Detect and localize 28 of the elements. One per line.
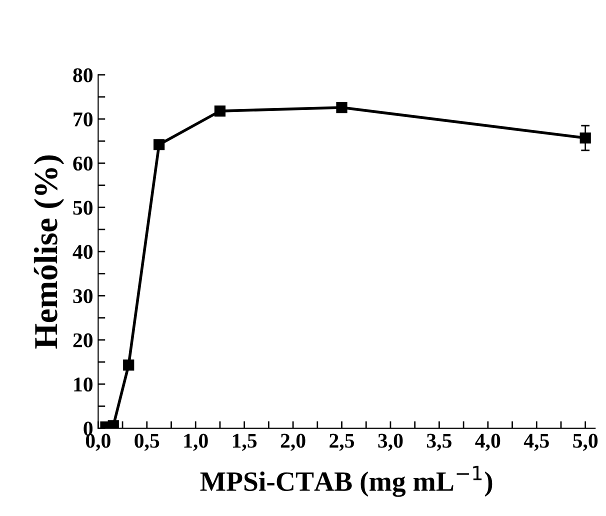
- y-tick-label: 0: [84, 422, 93, 436]
- x-tick-label: 5,0: [573, 434, 598, 451]
- y-tick-label: 60: [73, 156, 93, 171]
- point: [108, 420, 119, 428]
- x-tick-label: 0,5: [134, 434, 160, 451]
- x-tick-label: 1,5: [232, 434, 257, 451]
- y-tick-label: 20: [73, 333, 93, 348]
- x-tick-label: 4,5: [524, 434, 549, 451]
- point: [336, 102, 348, 114]
- x-tick-label: 0,0: [86, 434, 110, 451]
- y-tick-label: 50: [73, 200, 93, 215]
- point: [154, 139, 165, 150]
- y-tick-label: 40: [72, 244, 93, 259]
- y-tick-label: 80: [73, 68, 93, 82]
- y-tick-label: 10: [74, 377, 93, 392]
- y-tick-label: 70: [74, 112, 93, 126]
- x-tick-label: 2,5: [330, 434, 354, 451]
- point: [580, 132, 591, 144]
- x-tick-label: 2,0: [280, 434, 306, 451]
- x-tick-label: 1,0: [184, 434, 208, 451]
- point: [123, 360, 134, 371]
- point: [214, 105, 226, 117]
- x-axis-title: MPSi-CTAB (mg mL$^{−1}$): [200, 466, 492, 497]
- x-tick-label: 3,5: [426, 434, 452, 451]
- y-tick-label: 30: [73, 289, 93, 304]
- x-tick-label: 3,0: [378, 434, 403, 451]
- x-tick-label: 4,0: [475, 434, 500, 451]
- y-axis-title: Hemólise (%): [34, 155, 64, 349]
